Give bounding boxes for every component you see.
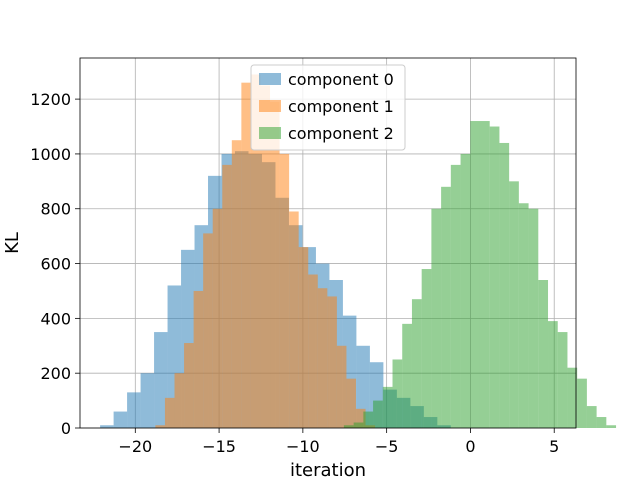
bar-series-1-bin-6 xyxy=(212,208,223,428)
bar-series-2-bin-27 xyxy=(606,425,617,428)
legend-swatch-1 xyxy=(259,100,281,112)
bar-series-0-bin-4 xyxy=(154,332,168,428)
bar-series-1-bin-9 xyxy=(241,82,251,429)
y-tick-label-6: 1200 xyxy=(30,90,71,109)
bar-series-2-bin-0 xyxy=(343,425,354,428)
bar-series-1-bin-13 xyxy=(279,153,290,429)
bar-series-2-bin-18 xyxy=(518,203,529,428)
plot-area-frame xyxy=(79,57,577,429)
bar-series-2-bin-12 xyxy=(460,153,471,429)
legend-box xyxy=(250,64,406,151)
bar-series-2-bin-24 xyxy=(577,378,587,428)
y-tick-label-2: 400 xyxy=(40,309,71,328)
bar-series-2-bin-26 xyxy=(596,417,607,428)
bar-series-0-bin-0 xyxy=(100,425,114,428)
bar-series-2-bin-25 xyxy=(586,406,597,428)
bar-series-2-bin-17 xyxy=(509,181,519,428)
bar-series-1-bin-20 xyxy=(346,378,356,428)
bar-series-2-bin-10 xyxy=(441,186,451,428)
bar-series-1-bin-18 xyxy=(327,296,337,428)
bar-series-2-bin-4 xyxy=(382,386,393,428)
x-tick-label-2: −10 xyxy=(286,437,320,456)
bar-series-0-bin-2 xyxy=(127,392,141,428)
y-tick-label-5: 1000 xyxy=(30,145,71,164)
bar-series-2-bin-11 xyxy=(450,164,461,428)
bar-series-2-bin-9 xyxy=(431,208,442,428)
x-tick-label-1: −15 xyxy=(202,437,236,456)
bar-series-1-bin-7 xyxy=(222,164,232,428)
bar-series-2-bin-8 xyxy=(421,269,432,428)
bar-series-2-bin-1 xyxy=(353,422,364,428)
legend-label-1: component 1 xyxy=(288,97,394,116)
bar-series-1-bin-10 xyxy=(250,74,261,428)
legend-swatch-2 xyxy=(259,127,281,139)
bar-series-1-bin-11 xyxy=(260,85,271,428)
bar-series-2-bin-13 xyxy=(470,121,480,428)
bar-series-1-bin-14 xyxy=(289,211,299,428)
series-2 xyxy=(343,121,617,429)
x-tick-label-3: −5 xyxy=(375,437,399,456)
y-tick-label-4: 800 xyxy=(40,200,71,219)
x-tick-label-5: 5 xyxy=(549,437,559,456)
bar-series-1-bin-8 xyxy=(231,140,242,428)
y-tick-label-3: 600 xyxy=(40,255,71,274)
bar-series-2-bin-14 xyxy=(479,121,490,428)
y-axis-ticks: 0 200 400 600 800 1000 1200 xyxy=(30,90,80,438)
bar-series-1-bin-16 xyxy=(308,274,318,428)
bar-series-0-bin-3 xyxy=(140,373,155,428)
bar-series-1-bin-5 xyxy=(203,233,213,428)
bar-series-2-bin-23 xyxy=(567,367,578,428)
bar-series-1-bin-15 xyxy=(298,247,309,428)
bar-series-1-bin-4 xyxy=(193,290,204,428)
legend-label-0: component 0 xyxy=(288,70,394,89)
y-tick-label-0: 0 xyxy=(61,419,71,438)
bar-series-2-bin-15 xyxy=(489,126,500,428)
bar-series-1-bin-3 xyxy=(184,343,194,428)
bar-series-2-bin-3 xyxy=(373,400,383,428)
bar-series-0-bin-1 xyxy=(113,411,128,428)
bar-series-2-bin-19 xyxy=(528,208,539,428)
bar-series-1-bin-17 xyxy=(317,288,328,428)
bar-series-1-bin-19 xyxy=(336,345,347,428)
bar-series-2-bin-2 xyxy=(363,411,374,428)
series-1 xyxy=(155,74,376,429)
bar-series-1-bin-2 xyxy=(174,373,185,428)
bar-series-1-bin-21 xyxy=(355,408,366,428)
x-axis-label: iteration xyxy=(290,460,366,480)
x-tick-label-4: 0 xyxy=(465,437,475,456)
bar-series-2-bin-5 xyxy=(392,359,403,428)
bar-series-2-bin-21 xyxy=(548,321,558,428)
y-axis-label: KL xyxy=(2,232,23,254)
bar-series-2-bin-16 xyxy=(499,142,510,429)
x-axis-ticks: −20 −15 −10 −5 0 5 xyxy=(118,428,559,456)
bar-series-2-bin-7 xyxy=(411,299,422,428)
bar-series-1-bin-1 xyxy=(164,397,175,428)
histogram-bars xyxy=(100,74,617,429)
x-tick-label-0: −20 xyxy=(118,437,152,456)
bar-series-1-bin-12 xyxy=(270,101,280,428)
legend-label-2: component 2 xyxy=(288,124,394,143)
bar-series-1-bin-0 xyxy=(155,425,165,428)
bar-series-2-bin-22 xyxy=(557,332,568,428)
legend-swatch-0 xyxy=(259,73,281,85)
bar-series-2-bin-6 xyxy=(402,323,412,428)
y-tick-label-1: 200 xyxy=(40,364,71,383)
bar-series-0-bin-19 xyxy=(356,345,370,428)
legend: component 0 component 1 component 2 xyxy=(250,64,406,151)
bar-series-2-bin-20 xyxy=(538,280,549,428)
